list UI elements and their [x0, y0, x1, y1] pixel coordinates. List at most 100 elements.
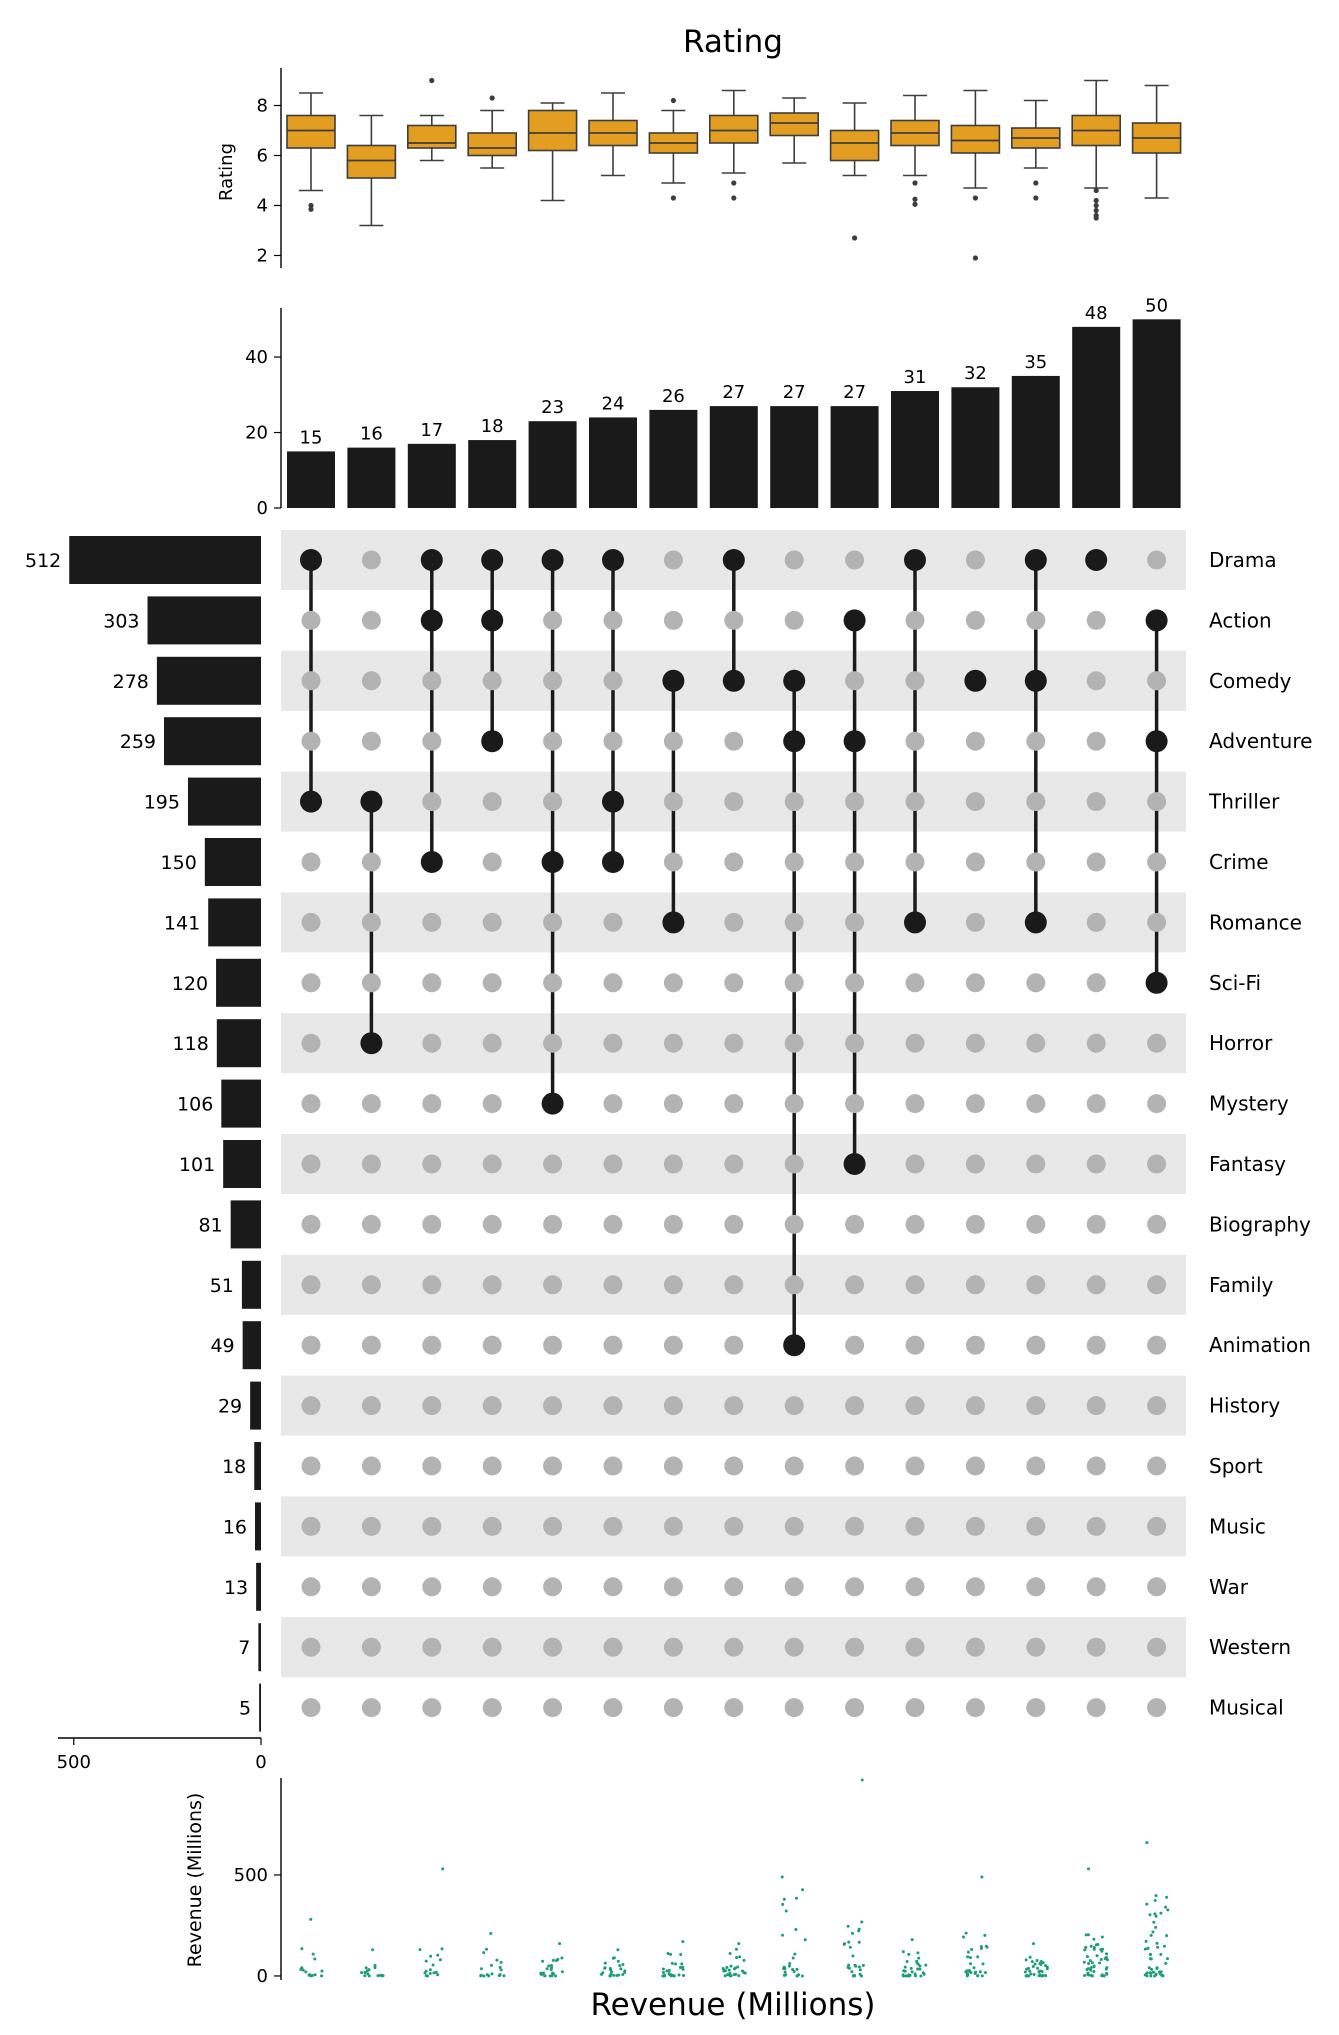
intersection-bar-label: 26	[662, 386, 685, 407]
rating-box-8	[708, 89, 759, 201]
set-size-label: 16	[223, 1516, 247, 1538]
revenue-point	[737, 1974, 741, 1978]
set-size-label: 101	[179, 1154, 215, 1176]
revenue-point	[611, 1956, 615, 1960]
revenue-point	[539, 1973, 543, 1977]
matrix-dot-inactive	[784, 1456, 804, 1476]
matrix-dot-inactive	[724, 852, 744, 872]
matrix-dot-inactive	[1147, 1456, 1167, 1476]
matrix-dot-inactive	[724, 1396, 744, 1416]
revenue-point	[795, 1967, 799, 1971]
matrix-dot-inactive	[905, 1154, 925, 1174]
revenue-point	[784, 1973, 788, 1977]
matrix-dot-inactive	[422, 792, 442, 812]
matrix-dot-inactive	[482, 1698, 502, 1718]
matrix-dot-inactive	[422, 1033, 442, 1053]
revenue-point	[431, 1963, 435, 1967]
matrix-dot-inactive	[724, 1516, 744, 1536]
revenue-point	[307, 1973, 311, 1977]
outlier-point	[912, 180, 918, 186]
matrix-dot-active	[1145, 730, 1168, 753]
set-label-western: Western	[1209, 1635, 1291, 1659]
revenue-point	[1092, 1965, 1096, 1969]
matrix-dot-inactive	[1147, 852, 1167, 872]
set-size-label: 49	[210, 1335, 234, 1357]
revenue-point	[843, 1942, 847, 1946]
strip-x-axis-label: Revenue (Millions)	[590, 1987, 875, 2023]
revenue-point	[300, 1947, 304, 1951]
set-size-bar	[164, 717, 261, 766]
matrix-dot-inactive	[301, 912, 321, 932]
matrix-dot-inactive	[482, 1154, 502, 1174]
revenue-point	[741, 1969, 745, 1973]
revenue-point	[907, 1952, 911, 1956]
revenue-point	[428, 1972, 432, 1976]
set-label-scifi: Sci-Fi	[1209, 971, 1261, 995]
revenue-point	[482, 1974, 486, 1978]
matrix-dot-inactive	[422, 1516, 442, 1536]
set-size-bar	[255, 1502, 261, 1551]
matrix-dot-inactive	[1026, 852, 1046, 872]
matrix-dot-inactive	[1086, 912, 1106, 932]
revenue-strip-6	[600, 1948, 627, 1978]
revenue-point	[916, 1951, 920, 1955]
rating-box-13	[1010, 99, 1061, 201]
revenue-point	[619, 1967, 623, 1971]
revenue-point	[495, 1958, 499, 1962]
revenue-point	[1029, 1972, 1033, 1976]
revenue-point	[1089, 1944, 1093, 1948]
matrix-dot-inactive	[1147, 1516, 1167, 1536]
intersection-bar-9	[770, 406, 819, 508]
revenue-point	[1084, 1933, 1088, 1937]
matrix-dot-inactive	[1086, 1214, 1106, 1234]
matrix-dot-inactive	[905, 1577, 925, 1597]
matrix-dot-inactive	[603, 1396, 623, 1416]
revenue-point	[424, 1959, 428, 1963]
matrix-dot-inactive	[905, 792, 925, 812]
intersection-bar-label: 16	[360, 424, 383, 445]
set-label-mystery: Mystery	[1209, 1092, 1289, 1116]
revenue-point	[797, 1973, 801, 1977]
matrix-dot-inactive	[1026, 1033, 1046, 1053]
revenue-point	[1160, 1973, 1164, 1977]
revenue-point	[1036, 1966, 1040, 1970]
matrix-dot-inactive	[845, 1033, 865, 1053]
revenue-point	[623, 1970, 627, 1974]
revenue-point	[1156, 1945, 1160, 1949]
set-size-label: 195	[144, 792, 180, 814]
outlier-point	[1093, 187, 1099, 194]
boxplot-y-tick-label: 8	[257, 96, 268, 117]
revenue-strip-3	[418, 1867, 445, 1978]
matrix-dot-inactive	[1147, 1577, 1167, 1597]
matrix-dot-inactive	[905, 731, 925, 751]
boxplot-y-tick-label: 2	[257, 246, 268, 267]
revenue-point	[1087, 1961, 1091, 1965]
revenue-point	[679, 1953, 683, 1957]
matrix-dot-inactive	[724, 1275, 744, 1295]
revenue-point	[860, 1778, 864, 1782]
matrix-dot-inactive	[965, 550, 985, 570]
intersection-bar-12	[951, 387, 1000, 508]
revenue-point	[428, 1968, 432, 1972]
revenue-strip-8	[721, 1942, 747, 1978]
revenue-point	[728, 1952, 732, 1956]
revenue-point	[859, 1974, 863, 1978]
matrix-dot-inactive	[603, 1214, 623, 1234]
matrix-dot-inactive	[1026, 731, 1046, 751]
revenue-point	[974, 1970, 978, 1974]
rating-box-14	[1071, 79, 1121, 221]
revenue-point	[618, 1964, 622, 1968]
matrix-dot-inactive	[422, 1335, 442, 1355]
matrix-dot-inactive	[543, 610, 563, 630]
iqr-box	[769, 112, 820, 137]
matrix-dot-inactive	[301, 1637, 321, 1657]
set-size-bar	[223, 1140, 261, 1188]
revenue-point	[1089, 1968, 1093, 1972]
set-label-romance: Romance	[1209, 910, 1302, 934]
matrix-dot-inactive	[905, 1214, 925, 1234]
matrix-dot-inactive	[1147, 1154, 1167, 1174]
revenue-point	[919, 1974, 923, 1978]
set-size-label: 29	[218, 1396, 242, 1418]
intersection-matrix-panel: Drama Action Comedy Adventure Thriller Crime R…	[281, 530, 1312, 1720]
revenue-point	[545, 1967, 549, 1971]
